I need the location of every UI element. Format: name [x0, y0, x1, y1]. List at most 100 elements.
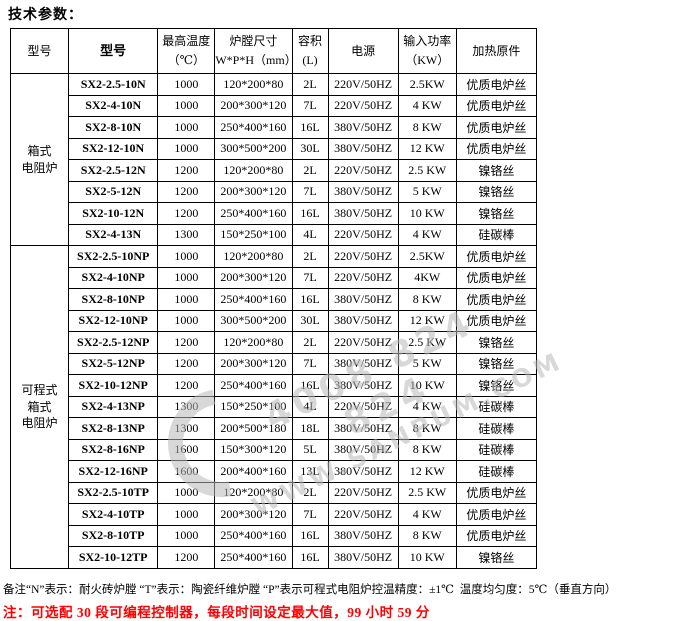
cell-max-temp: 1200	[157, 202, 216, 225]
cell-max-temp: 1300	[157, 417, 216, 440]
cell-input-power: 5 KW	[397, 352, 457, 375]
table-row: SX2-4-13NP 1300 150*250*100 4L 220V/50HZ 4 KW…	[11, 395, 538, 418]
cell-chamber-size: 250*400*160	[214, 116, 293, 139]
cell-power-supply: 380V/50HZ	[327, 116, 399, 139]
cell-max-temp: 1000	[157, 266, 216, 289]
page: 技术参数： 型号 型号 最高温度 （℃） 炉膛尺寸 W*P*H（mm） 容积 (L) 电源 输入功…	[0, 4, 688, 621]
cell-max-temp: 1000	[157, 137, 216, 160]
cell-input-power: 4 KW	[397, 223, 457, 246]
cell-heating-element: 硅碳棒	[455, 395, 538, 418]
cell-heating-element: 硅碳棒	[455, 417, 538, 440]
cell-max-temp: 1200	[157, 374, 216, 397]
cell-input-power: 8 KW	[397, 417, 457, 440]
table-row: SX2-10-12TP 1200 250*400*160 16L 380V/50HZ 10…	[11, 546, 538, 569]
cell-input-power: 4KW	[397, 266, 457, 289]
cell-model: SX2-8-16NP	[68, 438, 159, 461]
cell-volume: 16L	[291, 374, 329, 397]
cell-volume: 30L	[291, 137, 329, 160]
cell-volume: 4L	[291, 395, 329, 418]
cell-heating-element: 优质电炉丝	[455, 309, 538, 332]
cell-chamber-size: 200*300*120	[214, 266, 293, 289]
cell-heating-element: 硅碳棒	[455, 438, 538, 461]
column-header-2: 最高温度 （℃）	[157, 28, 216, 74]
table-row: SX2-10-12NP 1200 250*400*160 16L 380V/50HZ 10…	[11, 374, 538, 397]
cell-max-temp: 1200	[157, 352, 216, 375]
cell-chamber-size: 200*300*120	[214, 94, 293, 117]
cell-power-supply: 220V/50HZ	[327, 481, 399, 504]
table-row: SX2-8-10N 1000 250*400*160 16L 380V/50HZ 8 KW…	[11, 116, 538, 139]
cell-heating-element: 优质电炉丝	[455, 73, 538, 96]
cell-input-power: 10 KW	[397, 546, 457, 569]
cell-chamber-size: 120*200*80	[214, 245, 293, 268]
cell-power-supply: 380V/50HZ	[327, 374, 399, 397]
cell-heating-element: 镍铬丝	[455, 546, 538, 569]
cell-volume: 16L	[291, 546, 329, 569]
cell-input-power: 2.5KW	[397, 245, 457, 268]
cell-model: SX2-2.5-10N	[68, 73, 159, 96]
cell-volume: 5L	[291, 438, 329, 461]
cell-power-supply: 220V/50HZ	[327, 245, 399, 268]
cell-input-power: 10 KW	[397, 202, 457, 225]
cell-input-power: 10 KW	[397, 374, 457, 397]
table-row: SX2-8-10TP 1000 250*400*160 16L 380V/50HZ 8 K…	[11, 524, 538, 547]
table-row: 可程式 箱式 电阻炉 SX2-2.5-10NP 1000 120*200*80 2L 220V…	[9, 245, 538, 569]
table-row: SX2-5-12N 1200 200*300*120 7L 380V/50HZ 5 KW 镍…	[11, 180, 538, 203]
cell-heating-element: 优质电炉丝	[455, 94, 538, 117]
cell-model: SX2-12-10N	[68, 137, 159, 160]
table-row: 箱式 电阻炉 SX2-2.5-10N 1000 120*200*80 2L 220V/50H…	[9, 73, 538, 246]
cell-model: SX2-5-12N	[68, 180, 159, 203]
cell-model: SX2-10-12NP	[68, 374, 159, 397]
cell-chamber-size: 120*200*80	[214, 481, 293, 504]
table-row: SX2-8-13NP 1300 200*500*180 18L 380V/50HZ 8 K…	[11, 417, 538, 440]
cell-max-temp: 1000	[157, 524, 216, 547]
cell-model: SX2-8-10TP	[68, 524, 159, 547]
cell-model: SX2-4-13NP	[68, 395, 159, 418]
table-body: 箱式 电阻炉 SX2-2.5-10N 1000 120*200*80 2L 220V/50H…	[9, 73, 538, 569]
cell-chamber-size: 120*200*80	[214, 73, 293, 96]
cell-max-temp: 1000	[157, 288, 216, 311]
cell-volume: 30L	[291, 309, 329, 332]
cell-power-supply: 380V/50HZ	[327, 309, 399, 332]
column-header-5: 电源	[327, 28, 399, 74]
cell-power-supply: 380V/50HZ	[327, 352, 399, 375]
cell-volume: 2L	[291, 331, 329, 354]
cell-max-temp: 1000	[157, 94, 216, 117]
cell-max-temp: 1000	[157, 245, 216, 268]
cell-volume: 16L	[291, 202, 329, 225]
cell-power-supply: 380V/50HZ	[327, 438, 399, 461]
cell-input-power: 8 KW	[397, 524, 457, 547]
cell-heating-element: 镍铬丝	[455, 180, 538, 203]
cell-heating-element: 镍铬丝	[455, 331, 538, 354]
cell-volume: 16L	[291, 116, 329, 139]
cell-model: SX2-8-10N	[68, 116, 159, 139]
cell-power-supply: 220V/50HZ	[327, 331, 399, 354]
cell-heating-element: 硅碳棒	[455, 460, 538, 483]
cell-volume: 2L	[291, 159, 329, 182]
column-header-0: 型号	[9, 28, 70, 74]
cell-model: SX2-8-10NP	[68, 288, 159, 311]
cell-input-power: 8 KW	[397, 288, 457, 311]
cell-heating-element: 优质电炉丝	[455, 288, 538, 311]
cell-power-supply: 220V/50HZ	[327, 503, 399, 526]
cell-volume: 7L	[291, 180, 329, 203]
cell-power-supply: 220V/50HZ	[327, 159, 399, 182]
cell-heating-element: 镍铬丝	[455, 374, 538, 397]
cell-input-power: 8 KW	[397, 438, 457, 461]
cell-chamber-size: 120*200*80	[214, 331, 293, 354]
cell-chamber-size: 150*250*100	[214, 223, 293, 246]
cell-heating-element: 硅碳棒	[455, 223, 538, 246]
note-programmable-option: 注：可选配 30 段可编程控制器，每段时间设定最大值，99 小时 59 分	[3, 604, 430, 620]
cell-input-power: 8 KW	[397, 116, 457, 139]
table-row: SX2-4-13N 1300 150*250*100 4L 220V/50HZ 4 KW 硅…	[11, 223, 538, 246]
table-header: 型号 型号 最高温度 （℃） 炉膛尺寸 W*P*H（mm） 容积 (L) 电源 输入功率 （KW）加…	[9, 28, 538, 74]
cell-chamber-size: 250*400*160	[214, 546, 293, 569]
spec-table: 型号 型号 最高温度 （℃） 炉膛尺寸 W*P*H（mm） 容积 (L) 电源 输入功率 （KW）加…	[9, 28, 538, 569]
cell-max-temp: 1600	[157, 438, 216, 461]
cell-model: SX2-5-12NP	[68, 352, 159, 375]
cell-model: SX2-8-13NP	[68, 417, 159, 440]
cell-input-power: 4 KW	[397, 395, 457, 418]
column-header-3: 炉膛尺寸 W*P*H（mm）	[214, 28, 293, 74]
cell-chamber-size: 200*500*180	[214, 417, 293, 440]
cell-chamber-size: 150*250*100	[214, 395, 293, 418]
cell-power-supply: 380V/50HZ	[327, 288, 399, 311]
